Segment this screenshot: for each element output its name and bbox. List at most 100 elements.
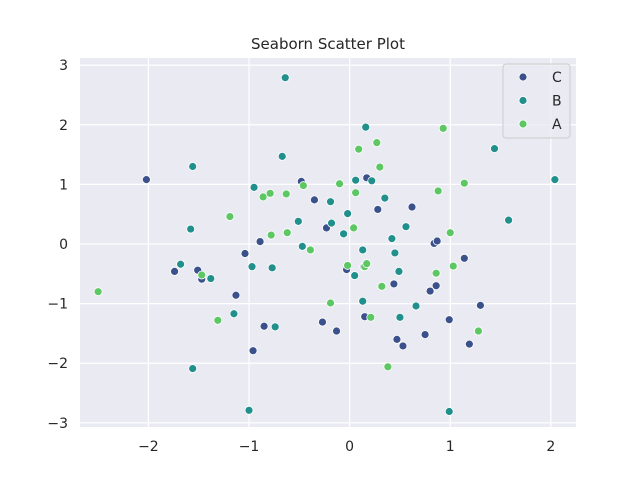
legend-label-a: A [552, 117, 562, 133]
data-point-a [431, 268, 441, 278]
data-point-b [188, 364, 198, 373]
data-point-a [298, 181, 308, 190]
data-point-b [444, 407, 454, 416]
data-point-b [247, 262, 257, 272]
data-point-b [326, 197, 335, 207]
data-point-b [358, 296, 368, 306]
data-point-c [407, 202, 417, 212]
y-tick-label: 0 [59, 237, 68, 253]
data-point-a [305, 245, 315, 255]
data-point-c [170, 267, 179, 276]
data-point-b [380, 193, 390, 203]
x-tick-label: 2 [546, 439, 555, 455]
data-point-c [476, 300, 485, 310]
data-point-a [93, 287, 103, 297]
y-tick-label: −1 [47, 297, 68, 313]
y-tick-label: −2 [47, 356, 68, 372]
data-point-b [358, 245, 368, 255]
data-point-a [354, 144, 364, 154]
data-point-b [343, 209, 353, 218]
data-point-b [351, 175, 361, 185]
data-point-a [433, 186, 443, 196]
chart-title: Seaborn Scatter Plot [251, 35, 405, 53]
data-point-b [395, 312, 405, 322]
data-point-a [265, 188, 275, 198]
y-tick-labels: −3 −2 −1 0 1 2 3 [47, 58, 68, 432]
data-point-a [375, 162, 385, 172]
data-point-a [383, 362, 393, 372]
data-point-c [259, 321, 269, 331]
data-point-a [225, 212, 235, 221]
data-point-c [373, 205, 383, 214]
data-point-b [350, 271, 360, 280]
data-point-a [377, 281, 387, 291]
data-point-a [351, 188, 361, 198]
legend-marker-b [518, 96, 528, 105]
data-point-a [448, 261, 458, 271]
y-tick-label: −3 [47, 416, 68, 432]
data-point-a [281, 189, 291, 199]
plot-area [80, 58, 576, 427]
data-point-a [335, 179, 344, 189]
data-point-b [280, 73, 290, 83]
data-point-c [318, 317, 327, 327]
data-point-b [249, 182, 259, 192]
data-point-c [464, 339, 474, 349]
data-point-b [411, 301, 421, 311]
data-point-c [255, 237, 265, 247]
data-point-b [550, 175, 560, 185]
data-point-b [490, 144, 499, 154]
data-point-a [258, 192, 268, 202]
data-point-b [367, 176, 377, 186]
x-tick-label: −2 [138, 439, 159, 455]
y-tick-label: 2 [59, 118, 68, 134]
data-point-c [310, 195, 319, 205]
data-point-b [267, 263, 277, 273]
data-point-b [277, 151, 287, 161]
data-point-b [186, 224, 196, 234]
data-point-b [390, 248, 400, 258]
data-point-c [459, 253, 469, 263]
data-point-a [349, 223, 359, 233]
data-point-b [504, 215, 513, 225]
data-point-a [474, 326, 483, 336]
legend-label-c: C [552, 70, 562, 86]
data-point-a [372, 138, 382, 148]
data-point-a [326, 298, 335, 308]
data-point-b [297, 241, 307, 251]
data-point-b [270, 322, 280, 332]
legend-label-b: B [552, 94, 562, 110]
data-point-c [231, 290, 241, 300]
legend-marker-c [518, 72, 528, 82]
data-point-a [282, 228, 292, 238]
data-point-b [401, 222, 411, 232]
data-point-c [240, 249, 250, 258]
data-point-b [361, 122, 371, 132]
data-point-c [420, 330, 430, 340]
data-point-c [431, 281, 441, 291]
data-point-c [392, 334, 402, 344]
data-point-b [206, 274, 216, 283]
legend: CBA [502, 63, 571, 139]
data-point-c [432, 236, 442, 246]
data-point-b [176, 259, 186, 269]
data-point-b [188, 162, 198, 171]
y-tick-label: 3 [59, 58, 68, 74]
x-tick-label: 0 [345, 439, 354, 455]
data-point-a [362, 259, 372, 269]
data-point-a [438, 123, 448, 133]
data-point-a [343, 261, 353, 270]
data-point-b [229, 309, 239, 319]
data-point-a [197, 270, 207, 280]
data-point-c [142, 175, 151, 185]
x-tick-labels: −2 −1 0 1 2 [138, 439, 555, 455]
data-point-b [293, 216, 303, 226]
legend-marker-a [518, 119, 528, 129]
data-point-a [213, 315, 223, 325]
data-point-a [366, 312, 376, 322]
x-tick-label: −1 [239, 439, 260, 455]
y-tick-label: 1 [59, 177, 68, 193]
data-point-a [445, 228, 455, 238]
data-point-b [394, 267, 404, 276]
